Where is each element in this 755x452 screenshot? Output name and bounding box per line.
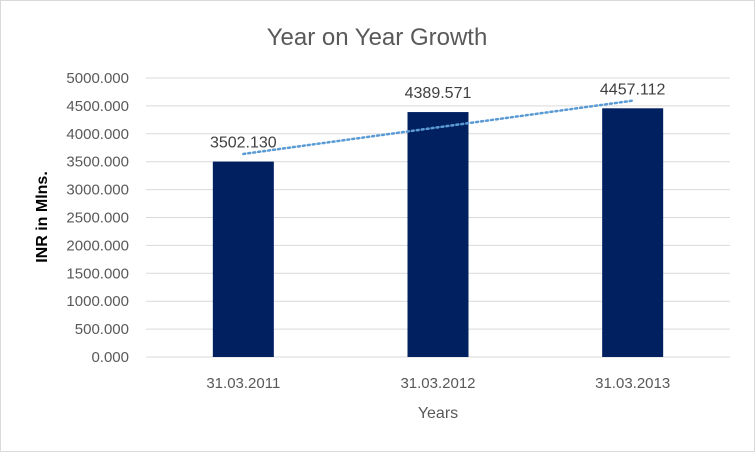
trendline-path [242, 99, 634, 156]
bars [212, 108, 664, 357]
x-tick-label: 31.03.2011 [206, 375, 280, 392]
y-tick-label: 1000.000 [66, 293, 129, 310]
y-tick-label: 2000.000 [66, 237, 129, 254]
y-tick-label: 1500.000 [66, 265, 129, 282]
trendline [242, 99, 634, 156]
x-tick-label: 31.03.2012 [400, 375, 475, 392]
x-tick-label: 31.03.2013 [595, 375, 670, 392]
data-labels: 3502.130 4389.571 4457.112 [210, 81, 666, 151]
y-axis-ticks: 0.000 500.000 1000.000 1500.000 2000.000 2500… [66, 70, 129, 366]
y-tick-label: 0.000 [91, 349, 129, 366]
data-label: 3502.130 [210, 135, 277, 152]
y-tick-label: 5000.000 [66, 70, 129, 87]
chart-title: Year on Year Growth [267, 24, 488, 51]
y-tick-label: 4000.000 [66, 126, 129, 143]
data-label: 4457.112 [600, 81, 666, 98]
y-tick-label: 2500.000 [66, 210, 129, 227]
y-tick-label: 500.000 [75, 321, 129, 338]
bar [602, 108, 664, 357]
y-tick-label: 3500.000 [66, 154, 129, 171]
x-axis-title: Years [418, 405, 458, 422]
bar [407, 112, 469, 357]
x-axis-ticks: 31.03.2011 31.03.2012 31.03.2013 [206, 375, 670, 392]
bar [212, 161, 274, 357]
data-label: 4389.571 [405, 85, 472, 102]
y-tick-label: 3000.000 [66, 182, 129, 199]
y-tick-label: 4500.000 [66, 98, 129, 115]
y-axis-title: INR in Mlns. [34, 171, 51, 263]
